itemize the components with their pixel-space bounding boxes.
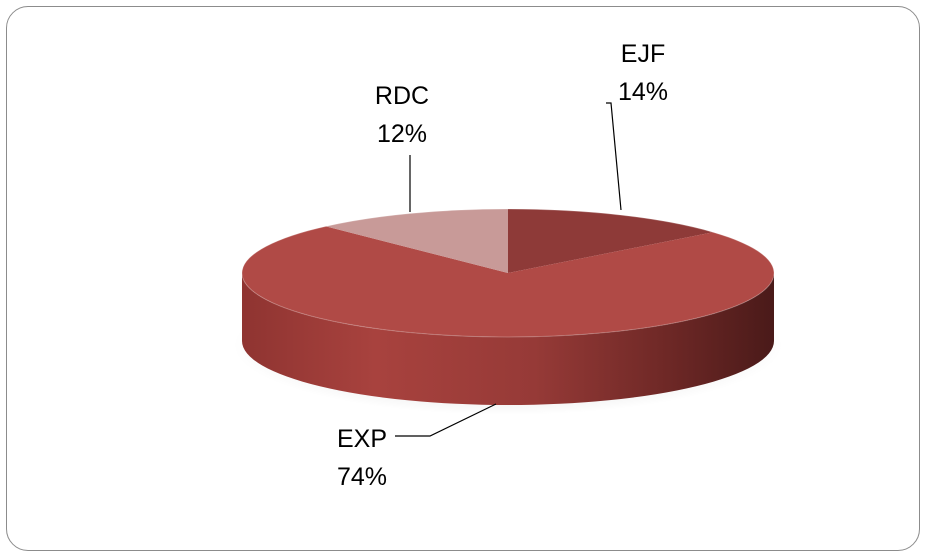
slice-label-ejf: EJF [621, 40, 665, 68]
pie-slice-ejf [508, 209, 713, 273]
slice-label-exp: EXP [337, 425, 387, 453]
pie-slice-exp [242, 226, 775, 337]
leader-line-exp [395, 403, 497, 437]
pie-top-rim [241, 208, 775, 338]
slice-percent-exp: 74% [337, 463, 387, 491]
slice-percent-rdc: 12% [377, 120, 427, 148]
leader-line-ejf [606, 102, 622, 211]
slice-percent-ejf: 14% [618, 78, 668, 106]
pie-slice-rdc [325, 209, 508, 273]
pie-side-wall [242, 273, 774, 405]
slice-label-rdc: RDC [375, 82, 429, 110]
